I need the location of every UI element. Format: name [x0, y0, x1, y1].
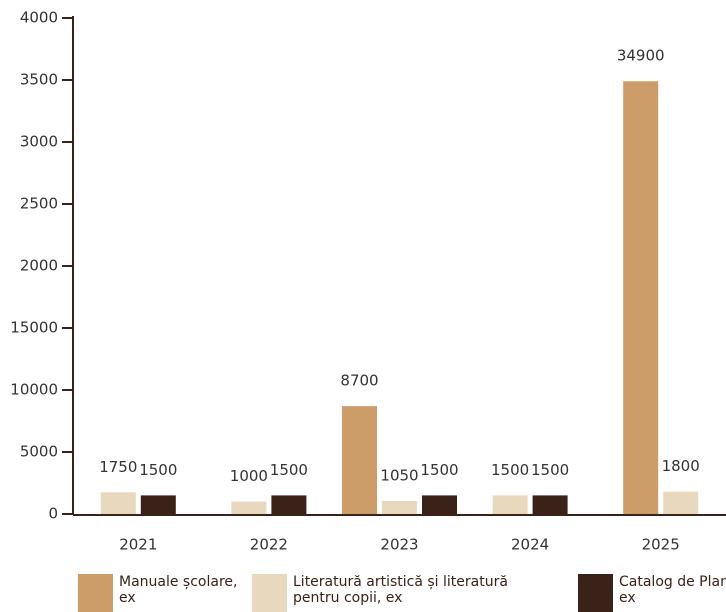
legend-item: Catalog de Plante, ex	[578, 574, 726, 612]
legend-label: Catalog de Plante, ex	[619, 574, 726, 606]
chart: 0 5000 10000 15000 2000 2500 3000 3500 4000 2021 1…	[10, 9, 726, 554]
value-label: 1750	[99, 458, 137, 476]
legend-swatch	[78, 574, 113, 612]
bar	[492, 495, 528, 514]
bar	[532, 495, 568, 514]
bar	[382, 500, 417, 514]
x-tick-label: 2023	[380, 536, 418, 554]
x-tick-label: 2024	[511, 536, 549, 554]
x-tick-label: 2021	[119, 536, 157, 554]
x-tick-label: 2025	[642, 536, 680, 554]
y-tick-label: 2000	[20, 257, 58, 275]
bar	[422, 495, 457, 514]
bar	[342, 406, 377, 514]
y-tick-label: 0	[48, 505, 58, 523]
x-tick-label: 2022	[250, 536, 288, 554]
value-label: 8700	[340, 372, 378, 390]
value-label: 1500	[491, 461, 529, 479]
bar	[271, 495, 307, 514]
value-label: 34900	[617, 47, 665, 65]
y-tick-label: 2500	[20, 195, 58, 213]
value-label: 1050	[380, 466, 418, 484]
y-tick-label: 3500	[20, 71, 58, 89]
value-label: 1500	[420, 461, 458, 479]
y-tick-label: 4000	[20, 9, 58, 27]
value-label: 1800	[662, 457, 700, 475]
bar	[140, 495, 176, 514]
legend-swatch	[578, 574, 613, 612]
legend-item: Manuale școlare, ex	[78, 574, 239, 612]
legend-item: Literatură artistică și literatură pentr…	[252, 574, 553, 612]
value-label: 1000	[230, 467, 268, 485]
value-label: 1500	[139, 461, 177, 479]
y-tick-label: 5000	[20, 443, 58, 461]
bar	[623, 81, 659, 515]
bar	[100, 492, 136, 514]
value-label: 1500	[531, 461, 569, 479]
bar	[231, 501, 267, 514]
legend-swatch	[252, 574, 287, 612]
y-tick-label: 10000	[10, 381, 58, 399]
legend-label: Literatură artistică și literatură pentr…	[293, 574, 508, 606]
y-tick-label: 15000	[10, 319, 58, 337]
legend-label: Manuale școlare, ex	[119, 574, 238, 606]
bar	[663, 491, 699, 514]
value-label: 1500	[270, 461, 308, 479]
y-tick-label: 3000	[20, 133, 58, 151]
